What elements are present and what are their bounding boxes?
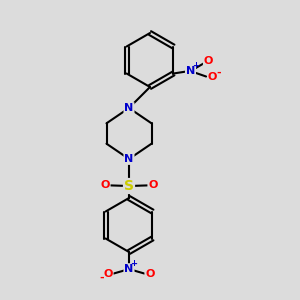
Text: O: O — [148, 180, 158, 190]
Text: O: O — [208, 71, 218, 82]
Text: O: O — [100, 180, 110, 190]
Text: +: + — [192, 61, 199, 70]
Text: S: S — [124, 179, 134, 193]
Text: -: - — [100, 273, 104, 283]
Text: O: O — [145, 268, 155, 279]
Text: N: N — [124, 154, 134, 164]
Text: +: + — [130, 259, 137, 268]
Text: -: - — [216, 67, 221, 77]
Text: O: O — [103, 268, 113, 279]
Text: N: N — [186, 66, 195, 76]
Text: N: N — [124, 103, 134, 113]
Text: O: O — [204, 56, 213, 66]
Text: N: N — [124, 264, 134, 274]
